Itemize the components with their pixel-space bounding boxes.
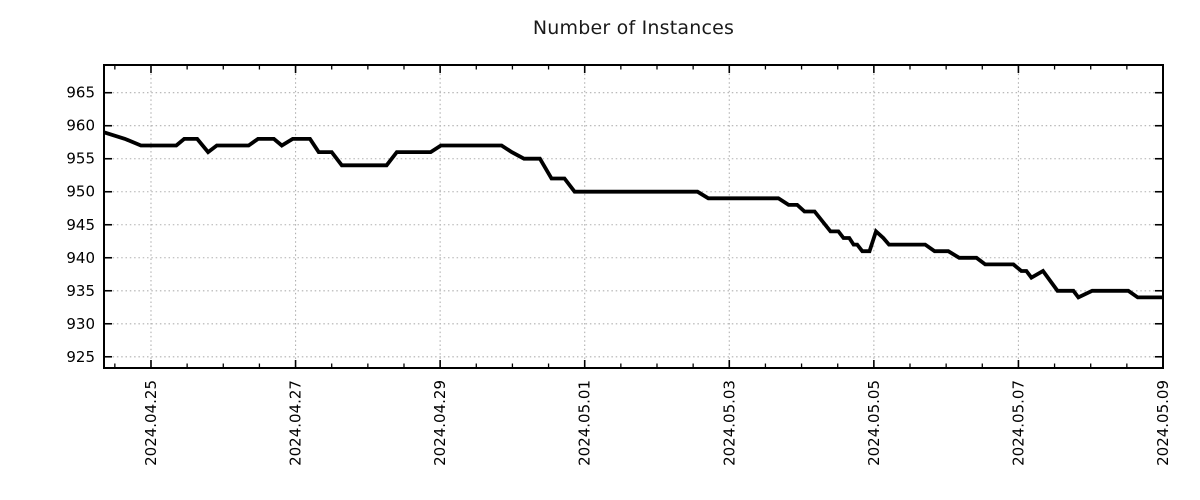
x-tick-label: 2024.04.27 — [287, 380, 305, 466]
x-tick-label: 2024.05.05 — [865, 380, 883, 466]
y-tick-label: 945 — [66, 216, 95, 234]
x-tick-label: 2024.05.01 — [576, 380, 594, 466]
plot-frame — [103, 64, 1164, 369]
y-tick-label: 930 — [66, 315, 95, 333]
x-tick-label: 2024.05.03 — [720, 380, 738, 466]
chart-title: Number of Instances — [532, 17, 735, 39]
x-tick-label: 2024.05.09 — [1154, 380, 1172, 466]
y-tick-label: 950 — [66, 183, 95, 201]
y-tick-label: 935 — [66, 282, 95, 300]
y-tick-label: 965 — [66, 84, 95, 102]
x-tick-label: 2024.04.29 — [431, 380, 449, 466]
y-tick-label: 960 — [66, 117, 95, 135]
x-tick-label: 2024.05.07 — [1009, 380, 1027, 466]
y-tick-label: 925 — [66, 348, 95, 366]
x-tick-label: 2024.04.25 — [142, 380, 160, 466]
y-tick-label: 940 — [66, 249, 95, 267]
series-instances — [103, 130, 1163, 300]
y-tick-label: 955 — [66, 150, 95, 168]
